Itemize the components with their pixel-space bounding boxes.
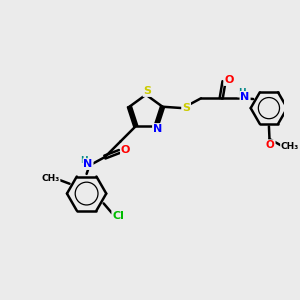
Text: O: O [224, 75, 234, 85]
Text: O: O [266, 140, 275, 150]
Text: S: S [143, 86, 152, 96]
Text: Cl: Cl [112, 211, 124, 221]
Text: CH₃: CH₃ [41, 174, 60, 183]
Text: S: S [182, 103, 190, 112]
Text: N: N [153, 124, 162, 134]
Text: N: N [240, 92, 250, 102]
Text: CH₃: CH₃ [281, 142, 299, 152]
Text: O: O [121, 145, 130, 155]
Text: H: H [238, 88, 245, 97]
Text: N: N [83, 159, 93, 169]
Text: H: H [80, 156, 88, 165]
